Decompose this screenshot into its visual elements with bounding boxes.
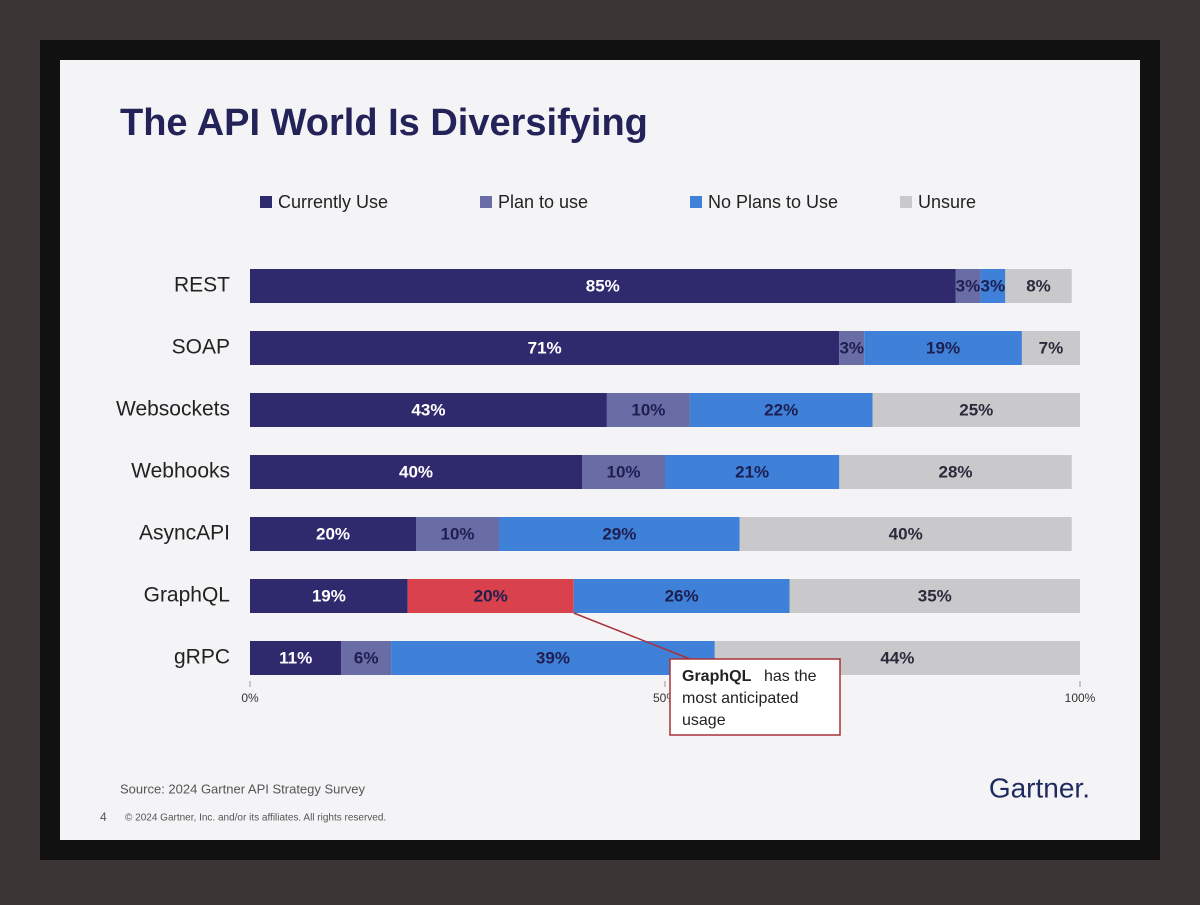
legend-label: Plan to use xyxy=(498,192,588,212)
value-label: 26% xyxy=(665,586,699,605)
annotation-text: GraphQL xyxy=(682,668,752,685)
value-label: 3% xyxy=(981,276,1006,295)
bar-segment xyxy=(250,455,582,489)
value-label: 19% xyxy=(926,338,960,357)
bar-segment xyxy=(582,455,665,489)
bar-segment xyxy=(416,517,499,551)
bar-segment xyxy=(689,393,873,427)
y-tick-label: Webhooks xyxy=(131,460,230,483)
logo: Gartner. xyxy=(989,772,1090,803)
value-label: 28% xyxy=(938,462,972,481)
bar-segment xyxy=(250,579,408,613)
y-tick-label: AsyncAPI xyxy=(139,522,230,545)
value-label: 11% xyxy=(279,648,312,667)
value-label: 29% xyxy=(602,524,636,543)
value-label: 8% xyxy=(1026,276,1051,295)
bar-segment xyxy=(250,393,607,427)
value-label: 22% xyxy=(764,400,798,419)
x-tick-label: 0% xyxy=(241,691,259,705)
bar-segment xyxy=(499,517,740,551)
value-label: 43% xyxy=(411,400,445,419)
value-label: 85% xyxy=(586,276,620,295)
y-tick-label: gRPC xyxy=(174,646,230,669)
value-label: 35% xyxy=(918,586,952,605)
value-label: 10% xyxy=(631,400,665,419)
bar-segment xyxy=(407,579,574,613)
bar-segment xyxy=(789,579,1080,613)
annotation-text: has the most anticipated usage xyxy=(682,668,817,729)
bar-segment xyxy=(980,269,1006,303)
bar-segment xyxy=(250,269,956,303)
value-label: 20% xyxy=(316,524,350,543)
annotation-leader xyxy=(573,612,691,660)
annotation-box xyxy=(669,658,841,736)
bar-segment xyxy=(739,517,1072,551)
annotation-line: has the xyxy=(764,668,817,685)
annotation-bold: GraphQL xyxy=(682,668,752,685)
bar-segment xyxy=(839,455,1072,489)
bar-segment xyxy=(1021,331,1080,365)
legend-label: Currently Use xyxy=(278,192,388,212)
value-label: 19% xyxy=(312,586,346,605)
bar-segment xyxy=(250,641,342,675)
legend-swatch xyxy=(690,196,702,208)
value-label: 3% xyxy=(839,338,864,357)
bar-segment xyxy=(665,455,840,489)
value-label: 7% xyxy=(1039,338,1064,357)
value-label: 20% xyxy=(474,586,508,605)
bar-segment xyxy=(250,517,416,551)
bar-segment xyxy=(864,331,1022,365)
x-tick-label: 100% xyxy=(1065,691,1096,705)
value-label: 40% xyxy=(399,462,433,481)
value-label: 40% xyxy=(889,524,923,543)
bar-segment xyxy=(606,393,690,427)
bar-segment xyxy=(573,579,790,613)
legend-swatch xyxy=(480,196,492,208)
bar-segment xyxy=(250,331,840,365)
annotation-line: usage xyxy=(682,712,726,729)
value-label: 71% xyxy=(528,338,562,357)
bar-segment xyxy=(955,269,981,303)
value-label: 3% xyxy=(956,276,981,295)
value-label: 6% xyxy=(354,648,379,667)
y-tick-label: GraphQL xyxy=(144,584,230,607)
bar-segment xyxy=(839,331,865,365)
page-number: 4 xyxy=(100,810,107,824)
legend-swatch xyxy=(900,196,912,208)
copyright: © 2024 Gartner, Inc. and/or its affiliat… xyxy=(125,813,386,824)
value-label: 21% xyxy=(735,462,769,481)
value-label: 10% xyxy=(440,524,474,543)
y-tick-label: SOAP xyxy=(172,336,230,359)
bar-segment xyxy=(341,641,392,675)
value-label: 25% xyxy=(959,400,993,419)
legend-swatch xyxy=(260,196,272,208)
legend-label: Unsure xyxy=(918,192,976,212)
bar-segment xyxy=(872,393,1080,427)
legend-label: No Plans to Use xyxy=(708,192,838,212)
slide xyxy=(60,60,1140,840)
source: Source: 2024 Gartner API Strategy Survey xyxy=(120,781,365,796)
value-label: 44% xyxy=(880,648,914,667)
y-tick-label: REST xyxy=(174,274,230,297)
value-label: 39% xyxy=(536,648,570,667)
value-label: 10% xyxy=(606,462,640,481)
y-tick-label: Websockets xyxy=(116,398,230,421)
bar-segment xyxy=(1005,269,1072,303)
annotation-line: most anticipated xyxy=(682,690,799,707)
chart-title: The API World Is Diversifying xyxy=(120,102,648,144)
